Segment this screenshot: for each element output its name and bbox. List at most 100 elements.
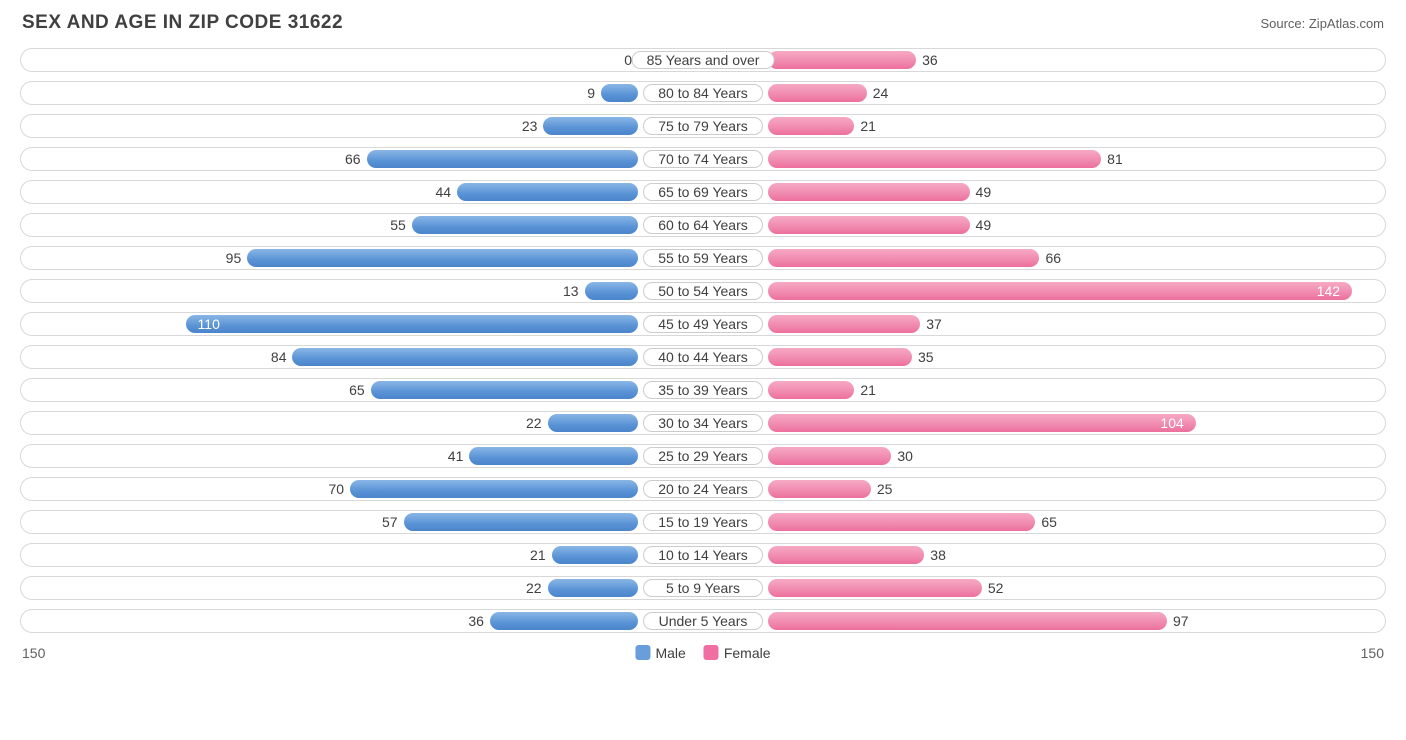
female-value: 24 [867,82,917,104]
age-category-pill: 25 to 29 Years [643,447,763,465]
female-value: 21 [854,379,904,401]
female-bar [768,579,982,597]
male-value: 55 [362,214,412,236]
male-bar [412,216,638,234]
female-value: 81 [1101,148,1151,170]
chart-header: SEX AND AGE IN ZIP CODE 31622 Source: Zi… [20,12,1386,34]
age-category-pill: 60 to 64 Years [643,216,763,234]
female-value: 38 [924,544,974,566]
female-bar [768,612,1167,630]
pyramid-row: 65 21 35 to 39 Years [20,378,1386,402]
pyramid-row: 22 52 5 to 9 Years [20,576,1386,600]
male-value: 9 [551,82,601,104]
male-value: 65 [321,379,371,401]
legend-female: Female [704,645,771,661]
age-category-pill: Under 5 Years [643,612,763,630]
pyramid-row: 413025 to 29 Years [20,444,1386,468]
female-bar [768,117,854,135]
age-category-pill: 45 to 49 Years [643,315,763,333]
pyramid-row: 9 24 80 to 84 Years [20,81,1386,105]
female-value: 37 [920,313,970,335]
male-value: 44 [407,181,457,203]
pyramid-row: 22 104 30 to 34 Years [20,411,1386,435]
male-bar [552,546,638,564]
age-category-pill: 20 to 24 Years [643,480,763,498]
male-bar [457,183,638,201]
male-bar [543,117,638,135]
pyramid-row: 70 25 20 to 24 Years [20,477,1386,501]
male-bar [367,150,638,168]
pyramid-row: 576515 to 19 Years [20,510,1386,534]
age-category-pill: 35 to 39 Years [643,381,763,399]
male-bar [469,447,638,465]
male-value: 13 [535,280,585,302]
pyramid-row: 13 142 50 to 54 Years [20,279,1386,303]
female-bar [768,546,924,564]
female-value: 30 [891,445,941,467]
axis-max-left: 150 [22,645,45,661]
male-value: 70 [300,478,350,500]
age-category-pill: 5 to 9 Years [643,579,763,597]
female-bar [768,513,1035,531]
male-bar [292,348,638,366]
pyramid-row: 23 21 75 to 79 Years [20,114,1386,138]
female-value: 36 [916,49,966,71]
pyramid-row: 55 49 60 to 64 Years [20,213,1386,237]
age-category-pill: 50 to 54 Years [643,282,763,300]
age-category-pill: 10 to 14 Years [643,546,763,564]
male-value: 36 [440,610,490,632]
pyramid-row: 36 97 Under 5 Years [20,609,1386,633]
male-bar [350,480,638,498]
female-value: 25 [871,478,921,500]
male-bar [548,579,638,597]
female-value: 142 [1309,282,1348,300]
female-value: 97 [1167,610,1217,632]
male-value: 0 [588,49,638,71]
male-value: 22 [498,577,548,599]
chart-title: SEX AND AGE IN ZIP CODE 31622 [22,12,343,34]
legend-swatch-female [704,645,719,660]
age-category-pill: 80 to 84 Years [643,84,763,102]
female-bar: 104 [768,414,1196,432]
female-value: 52 [982,577,1032,599]
male-value: 23 [493,115,543,137]
female-bar [768,216,970,234]
female-bar [768,183,970,201]
female-value: 66 [1039,247,1089,269]
male-value: 95 [197,247,247,269]
age-category-pill: 30 to 34 Years [643,414,763,432]
axis-max-right: 150 [1361,645,1384,661]
chart-footer: 150 Male Female 150 [20,642,1386,664]
age-category-pill: 65 to 69 Years [643,183,763,201]
pyramid-row: 03685 Years and over [20,48,1386,72]
pyramid-row: 95 66 55 to 59 Years [20,246,1386,270]
population-pyramid: 03685 Years and over92480 to 84 Years232… [20,48,1386,633]
female-bar [768,348,912,366]
female-bar [768,84,867,102]
female-bar [768,150,1101,168]
female-value: 21 [854,115,904,137]
female-bar [768,447,891,465]
legend-swatch-male [635,645,650,660]
female-bar [768,480,871,498]
female-value: 49 [970,214,1020,236]
legend-male: Male [635,645,685,661]
male-value: 22 [498,412,548,434]
male-value: 57 [354,511,404,533]
age-category-pill: 55 to 59 Years [643,249,763,267]
male-value: 66 [317,148,367,170]
female-bar: 142 [768,282,1352,300]
pyramid-row: 668170 to 74 Years [20,147,1386,171]
female-value: 104 [1152,414,1191,432]
female-bar [768,51,916,69]
pyramid-row: 213810 to 14 Years [20,543,1386,567]
female-value: 65 [1035,511,1085,533]
male-value: 84 [242,346,292,368]
female-bar [768,381,854,399]
male-value: 110 [190,315,228,333]
chart-source: Source: ZipAtlas.com [1260,16,1384,31]
female-value: 35 [912,346,962,368]
male-bar [601,84,638,102]
male-bar [404,513,638,531]
age-category-pill: 75 to 79 Years [643,117,763,135]
